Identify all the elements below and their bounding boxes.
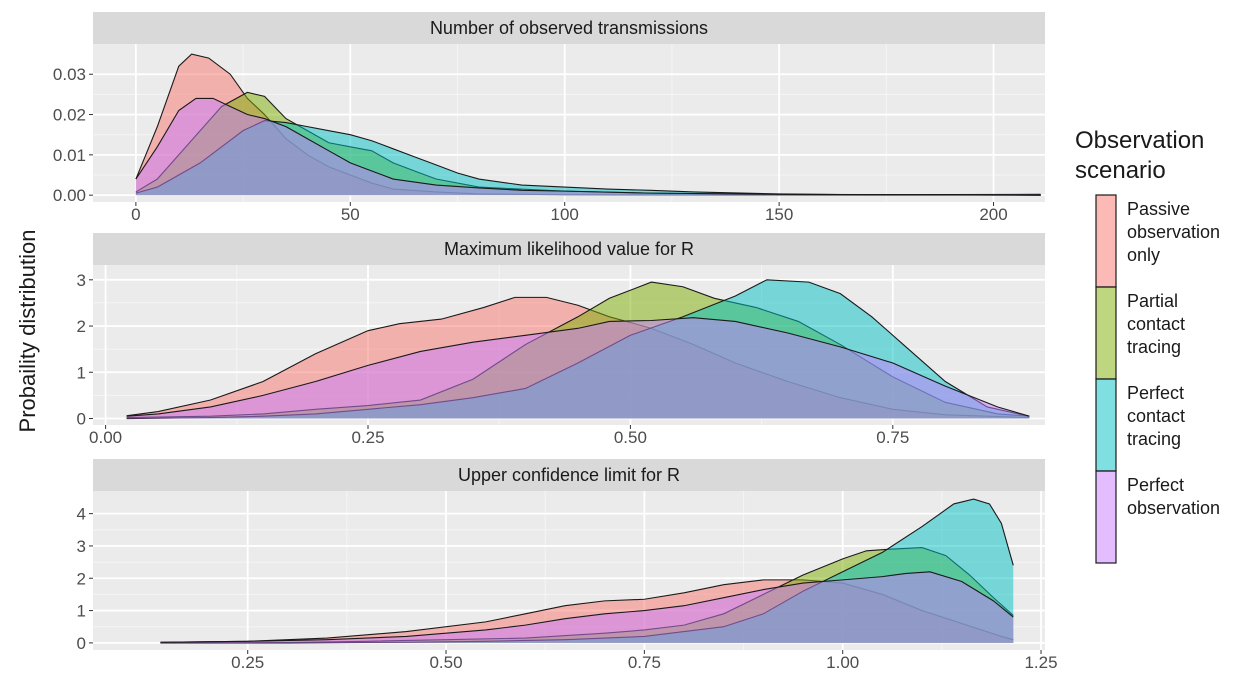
panel-strip (93, 233, 1045, 265)
y-tick-label: 0 (77, 634, 86, 653)
panel-strip (93, 459, 1045, 491)
y-tick-label: 1 (77, 363, 86, 382)
legend: Observation scenario Passive observation onl… (1075, 127, 1220, 564)
density-line-series-4 (135, 97, 1041, 196)
y-tick-label: 0.01 (53, 146, 86, 165)
panel-strip (93, 12, 1045, 44)
density-line-series-4 (126, 317, 1030, 417)
x-tick-label: 0.75 (628, 653, 661, 672)
x-tick-label: 200 (979, 205, 1007, 224)
legend-label: contact (1127, 314, 1185, 334)
x-tick-label: 1.00 (826, 653, 859, 672)
legend-label: only (1127, 245, 1160, 265)
legend-label: observation (1127, 222, 1220, 242)
legend-label: tracing (1127, 429, 1181, 449)
legend-title: Observation (1075, 127, 1204, 154)
legend-label: tracing (1127, 337, 1181, 357)
legend-label: Passive (1127, 199, 1190, 219)
x-tick-label: 0.25 (231, 653, 264, 672)
x-tick-label: 100 (551, 205, 579, 224)
y-tick-label: 4 (77, 505, 86, 524)
legend-label: Perfect (1127, 383, 1184, 403)
legend-key (1095, 194, 1117, 288)
density-area-series-4 (135, 98, 1041, 196)
legend-key (1095, 378, 1117, 472)
density-line-series-4 (160, 571, 1014, 643)
x-tick-label: 0.00 (89, 428, 122, 447)
legend-key (1095, 470, 1117, 564)
density-area-series-4 (160, 571, 1014, 643)
panel-1: Number of observed transmissions 0 50 100 15… (53, 12, 1045, 224)
panel-title: Upper confidence limit for R (458, 465, 680, 485)
y-tick-label: 3 (77, 537, 86, 556)
x-tick-label: 0.50 (429, 653, 462, 672)
y-tick-label: 0.00 (53, 186, 86, 205)
y-tick-label: 0.03 (53, 65, 86, 84)
legend-label: contact (1127, 406, 1185, 426)
y-tick-label: 2 (77, 569, 86, 588)
legend-key (1095, 286, 1117, 380)
panel-3: Upper confidence limit for R 0.25 0.50 0.75… (77, 459, 1058, 672)
legend-label: Perfect (1127, 475, 1184, 495)
x-tick-label: 0.75 (876, 428, 909, 447)
x-tick-label: 1.25 (1024, 653, 1057, 672)
y-tick-label: 0 (77, 410, 86, 429)
legend-label: observation (1127, 498, 1220, 518)
x-tick-label: 150 (765, 205, 793, 224)
density-area-series-4 (126, 317, 1030, 419)
y-tick-label: 2 (77, 317, 86, 336)
x-tick-label: 0 (131, 205, 140, 224)
y-tick-label: 3 (77, 271, 86, 290)
x-tick-label: 0.25 (351, 428, 384, 447)
legend-title: scenario (1075, 157, 1166, 184)
y-tick-label: 1 (77, 602, 86, 621)
y-axis-title: Probaility distribution (15, 230, 40, 433)
x-tick-label: 0.50 (614, 428, 647, 447)
y-tick-label: 0.02 (53, 106, 86, 125)
panel-2: Maximum likelihood value for R 0.00 0.25 0.… (77, 233, 1045, 447)
x-tick-label: 50 (341, 205, 360, 224)
panel-title: Maximum likelihood value for R (444, 239, 694, 259)
legend-label: Partial (1127, 291, 1178, 311)
panel-title: Number of observed transmissions (430, 18, 708, 38)
